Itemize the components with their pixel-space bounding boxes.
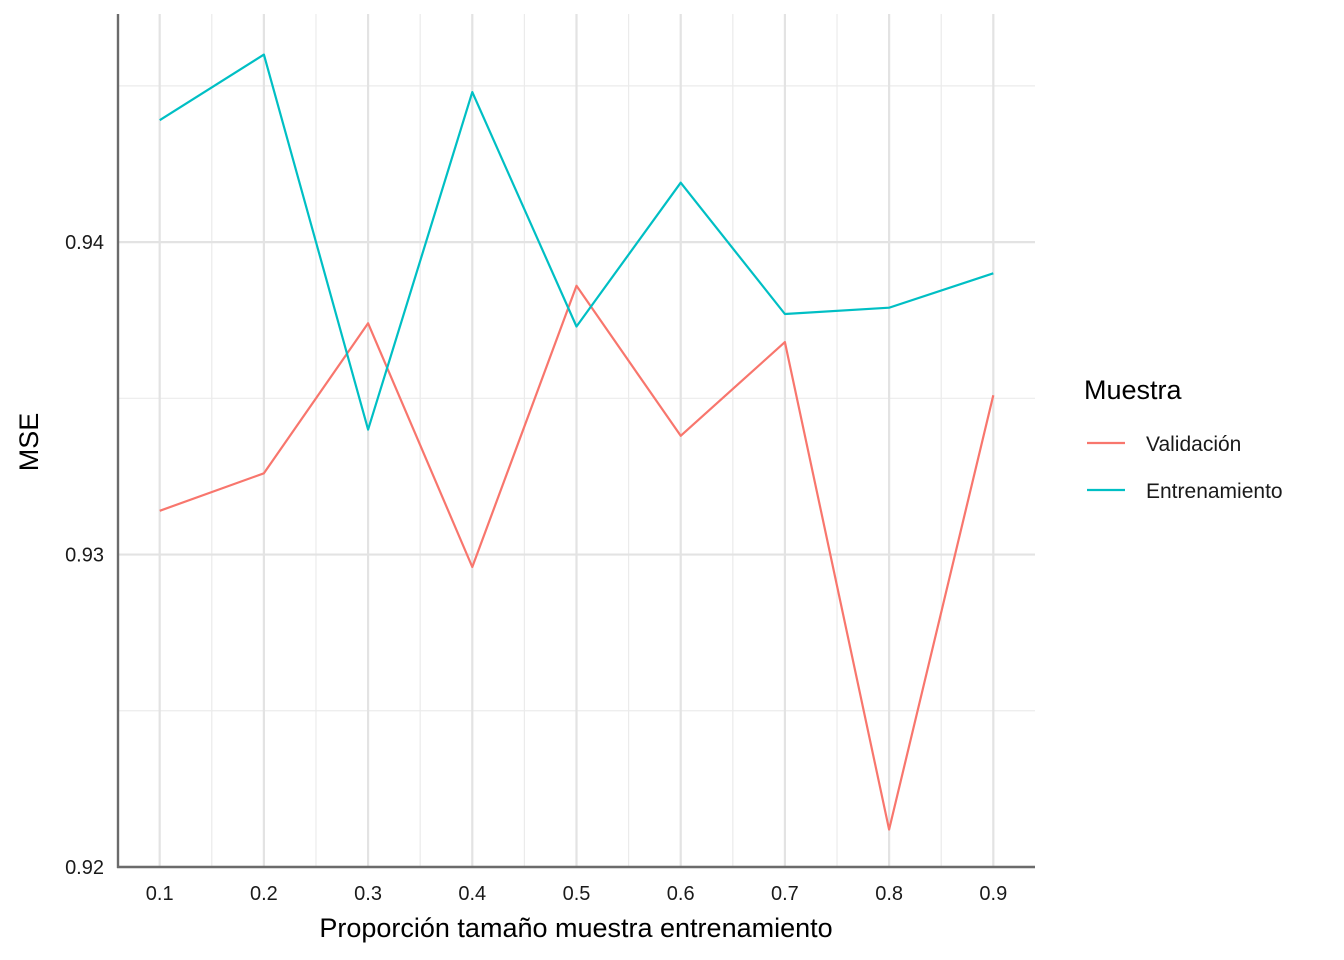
legend-label: Entrenamiento <box>1146 480 1283 503</box>
x-tick-label: 0.5 <box>563 883 591 905</box>
y-tick-labels: 0.92 0.93 0.94 <box>65 232 104 879</box>
x-tick-label: 0.9 <box>979 883 1007 905</box>
x-axis-title: Proporción tamaño muestra entrenamiento <box>319 913 832 943</box>
y-axis-title: MSE <box>14 413 44 472</box>
series-lines <box>159 53 995 831</box>
y-tick-label: 0.94 <box>65 232 104 254</box>
x-tick-label: 0.1 <box>146 883 174 905</box>
major-gridlines <box>118 14 1035 869</box>
x-tick-label: 0.7 <box>771 883 799 905</box>
x-tick-label: 0.6 <box>667 883 695 905</box>
y-tick-label: 0.92 <box>65 857 104 879</box>
series-line-2 <box>159 53 994 431</box>
x-tick-label: 0.3 <box>354 883 382 905</box>
x-tick-label: 0.8 <box>875 883 903 905</box>
series-line-1 <box>159 284 995 831</box>
y-tick-label: 0.93 <box>65 545 104 567</box>
x-tick-labels: 0.1 0.2 0.3 0.4 0.5 0.6 0.7 0.8 0.9 <box>146 883 1007 905</box>
legend-label: Validación <box>1146 433 1241 456</box>
x-tick-label: 0.4 <box>458 883 486 905</box>
legend-title: Muestra <box>1084 375 1183 405</box>
x-tick-label: 0.2 <box>250 883 278 905</box>
legend: Muestra Validación Entrenamiento <box>1084 375 1283 503</box>
axes <box>116 14 1035 869</box>
